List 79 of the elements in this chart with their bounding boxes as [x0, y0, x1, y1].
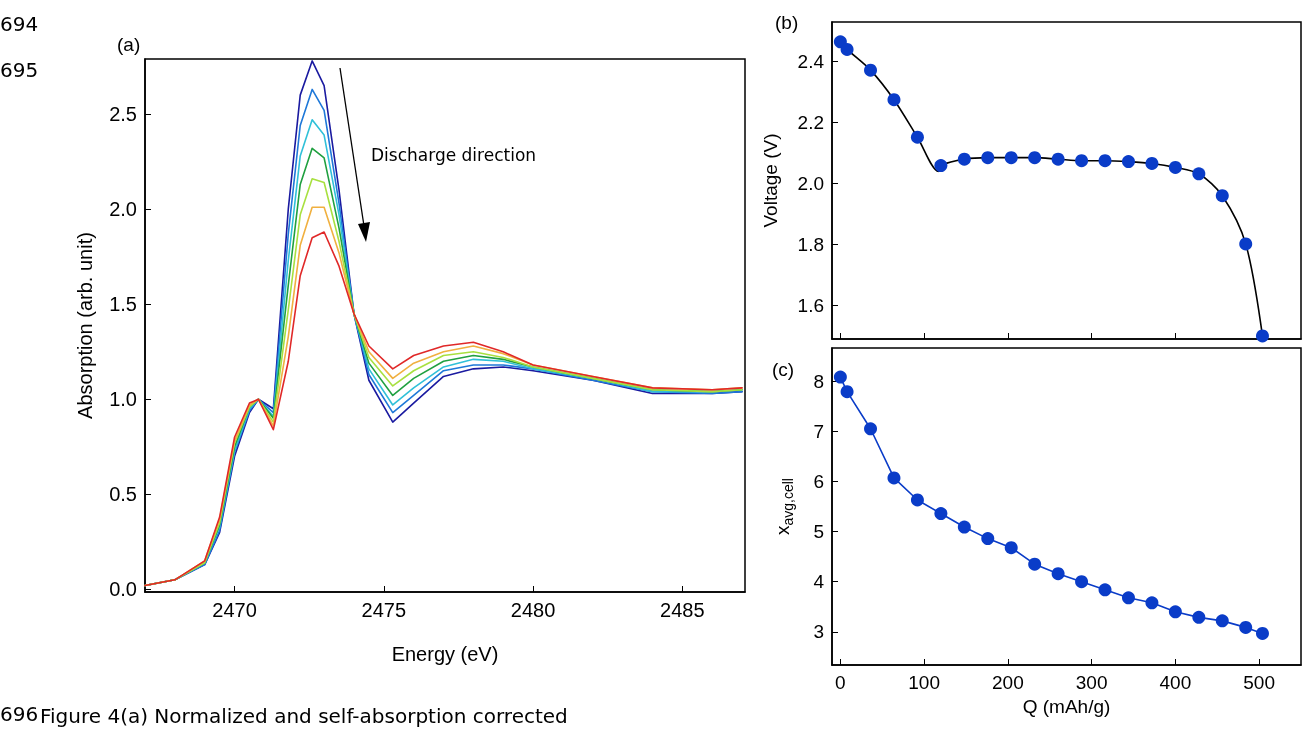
y-tick-label: 1.6: [797, 294, 824, 316]
x-tick-label: 500: [1243, 672, 1275, 693]
point: [1192, 610, 1206, 624]
x-tick-label: 2485: [660, 599, 705, 621]
point: [1098, 583, 1112, 597]
point: [1215, 614, 1229, 628]
point: [1255, 329, 1269, 343]
point: [981, 532, 995, 546]
y-tick-label: 2.0: [797, 173, 824, 195]
point: [887, 93, 901, 107]
point: [840, 42, 854, 56]
point: [1004, 151, 1018, 165]
y-tick-label: 8: [813, 370, 824, 392]
y-tick-label: 4: [813, 571, 825, 593]
point: [1075, 154, 1089, 168]
y-axis-title: Voltage (V): [760, 133, 781, 228]
chart-title: (b): [775, 12, 799, 33]
point: [1168, 605, 1182, 619]
point: [957, 520, 971, 534]
point: [1215, 189, 1229, 203]
y-tick-label: 2.4: [797, 51, 825, 73]
point: [887, 471, 901, 485]
y-axis-title: xavg,cell: [772, 478, 796, 535]
point: [840, 385, 854, 399]
y-tick-label: 1.8: [797, 234, 824, 256]
y-tick-label: 7: [813, 420, 824, 442]
y-tick-label: 2.2: [797, 112, 824, 134]
point: [1145, 156, 1159, 170]
point: [1239, 620, 1253, 634]
point: [1145, 596, 1159, 610]
point: [910, 130, 924, 144]
point: [1004, 541, 1018, 555]
x-tick-label: 2470: [212, 599, 257, 621]
y-tick-label: 1.5: [109, 293, 137, 316]
chart-title: (a): [117, 34, 141, 55]
point: [934, 159, 948, 173]
point: [934, 507, 948, 521]
y-tick-label: 2.5: [109, 103, 137, 126]
x-tick-label: 300: [1075, 672, 1108, 693]
point: [1098, 154, 1112, 168]
point: [1028, 557, 1042, 571]
point: [1121, 591, 1135, 605]
x-tick-label: 100: [908, 672, 940, 693]
y-tick-label: 2.0: [109, 198, 137, 221]
annotation: Discharge direction: [371, 145, 537, 165]
point: [1168, 160, 1182, 174]
point: [1028, 151, 1042, 165]
point: [1255, 626, 1269, 640]
x-tick-label: 400: [1159, 672, 1192, 693]
text: 695: [0, 58, 39, 82]
y-tick-label: 0.5: [109, 483, 137, 506]
x-tick-label: 0: [835, 672, 846, 693]
point: [864, 63, 878, 77]
point: [1051, 567, 1065, 581]
x-tick-label: 2475: [361, 599, 407, 621]
x-tick-label: 200: [992, 672, 1024, 693]
point: [864, 422, 878, 436]
text: 696: [0, 702, 39, 726]
caption: Figure 4(a) Normalized and self-absorption corrected: [40, 704, 568, 728]
x-axis-title: Energy (eV): [391, 643, 499, 665]
point: [910, 493, 924, 507]
point: [981, 151, 995, 165]
y-tick-label: 3: [813, 621, 824, 643]
y-tick-label: 5: [813, 521, 824, 543]
point: [1239, 237, 1253, 251]
point: [957, 152, 971, 166]
text: (c): [772, 359, 795, 380]
point: [1051, 152, 1065, 166]
point: [833, 370, 847, 384]
y-tick-label: 6: [813, 470, 824, 492]
x-tick-label: 2480: [510, 599, 556, 621]
y-axis-title: Absorption (arb. unit): [74, 232, 96, 419]
text: 694: [0, 12, 39, 36]
y-tick-label: 0.0: [109, 578, 137, 601]
x-axis-title: Q (mAh/g): [1022, 695, 1111, 717]
point: [1075, 575, 1089, 589]
point: [1192, 167, 1206, 181]
point: [1121, 155, 1135, 169]
y-tick-label: 1.0: [109, 388, 137, 411]
